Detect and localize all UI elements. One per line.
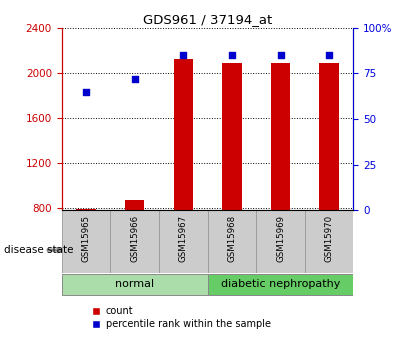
Bar: [62, 274, 208, 295]
Point: [229, 52, 235, 58]
Text: normal: normal: [115, 279, 154, 289]
Point: [277, 52, 284, 58]
Bar: [173, 59, 193, 210]
Bar: [271, 62, 290, 210]
Text: GSM15965: GSM15965: [81, 215, 90, 262]
Bar: [222, 62, 242, 210]
Bar: [319, 62, 339, 210]
Text: GSM15966: GSM15966: [130, 215, 139, 262]
Point: [326, 52, 332, 58]
Text: GSM15968: GSM15968: [227, 215, 236, 262]
Bar: [208, 210, 256, 273]
Point: [83, 89, 89, 94]
Text: GSM15967: GSM15967: [179, 215, 188, 262]
Bar: [305, 210, 353, 273]
Title: GDS961 / 37194_at: GDS961 / 37194_at: [143, 13, 272, 27]
Text: GSM15969: GSM15969: [276, 215, 285, 262]
Point: [132, 76, 138, 81]
Bar: [159, 210, 208, 273]
Legend: count, percentile rank within the sample: count, percentile rank within the sample: [87, 303, 275, 333]
Bar: [125, 200, 144, 210]
Bar: [256, 210, 305, 273]
Bar: [110, 210, 159, 273]
Bar: [62, 210, 110, 273]
Bar: [208, 274, 353, 295]
Text: GSM15970: GSM15970: [325, 215, 334, 262]
Bar: [76, 209, 96, 210]
Text: disease state: disease state: [4, 245, 74, 255]
Text: diabetic nephropathy: diabetic nephropathy: [221, 279, 340, 289]
Point: [180, 52, 187, 58]
